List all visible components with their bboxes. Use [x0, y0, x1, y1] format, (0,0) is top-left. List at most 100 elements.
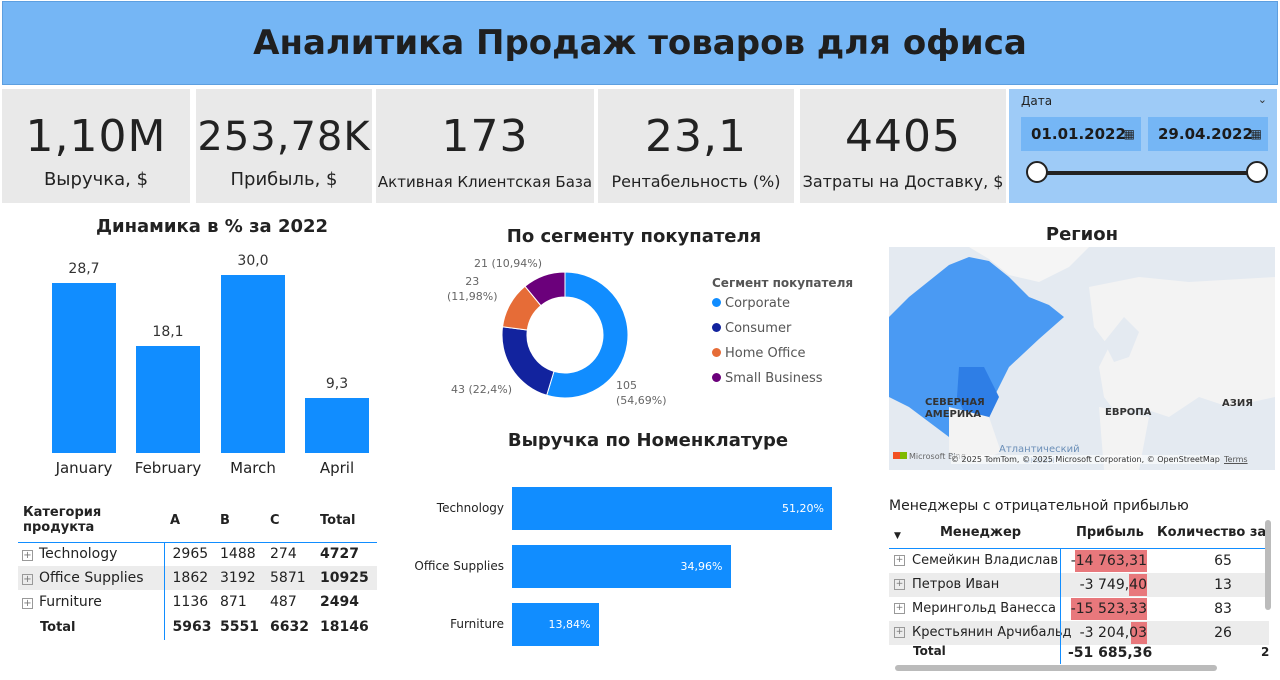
cell-value: 4727 [320, 546, 359, 563]
row-label: Furniture [39, 594, 102, 610]
legend-item[interactable]: Consumer [712, 321, 791, 336]
expand-icon[interactable]: + [22, 550, 33, 562]
date-range-track[interactable] [1037, 171, 1259, 175]
kpi-active-clients[interactable]: 173 Активная Клиентская База [376, 89, 594, 203]
expand-icon[interactable]: + [894, 603, 905, 614]
end-date-input[interactable]: 29.04.2022 ▦ [1148, 117, 1268, 151]
kpi-value: 23,1 [645, 111, 747, 162]
bar-january[interactable] [52, 282, 116, 453]
column-header[interactable]: Total [320, 512, 356, 528]
expand-icon[interactable]: + [894, 579, 905, 590]
data-label: 13,84% [548, 618, 591, 631]
nomenclature-chart-title: Выручка по Номенклатуре [507, 430, 789, 451]
segment-label-corporate: 105 (54,69%) [616, 378, 667, 408]
column-header[interactable]: Количество зака [1157, 525, 1267, 540]
bar-technology[interactable]: 51,20% [512, 487, 832, 530]
cell-value: 487 [270, 594, 297, 610]
negative-bar [1131, 622, 1147, 644]
kpi-delivery-cost[interactable]: 4405 Затраты на Доставку, $ [800, 89, 1006, 203]
legend-title: Сегмент покупателя [712, 276, 854, 290]
table-row[interactable]: + Крестьянин Арчибальд -3 204,03 26 [889, 621, 1269, 645]
date-slicer-label: Дата [1021, 94, 1053, 108]
legend-item[interactable]: Corporate [712, 296, 790, 311]
column-header[interactable]: Менеджер [940, 525, 1022, 540]
expand-icon[interactable]: + [894, 555, 905, 566]
row-label: Total [18, 614, 165, 640]
kpi-profit[interactable]: 253,78K Прибыль, $ [196, 89, 372, 203]
order-count: 65 [1214, 553, 1232, 569]
horizontal-scrollbar[interactable] [895, 665, 1217, 671]
slice-small-business[interactable] [524, 271, 566, 307]
column-header[interactable]: B [220, 512, 230, 528]
profit-value: -14 763,31 [1070, 553, 1147, 569]
legend-item[interactable]: Home Office [712, 346, 805, 361]
cell-value: 6632 [270, 619, 309, 635]
column-header[interactable]: C [270, 512, 280, 528]
bar-march[interactable] [221, 275, 285, 453]
segment-label-consumer: 43 (22,4%) [451, 383, 513, 396]
negative-bar [1074, 550, 1147, 572]
row-label: Office Supplies [39, 570, 144, 586]
page-title: Аналитика Продаж товаров для офиса [253, 23, 1027, 63]
map-label-asia: АЗИЯ [1222, 398, 1253, 409]
vertical-scrollbar[interactable] [1265, 520, 1271, 610]
kpi-value: 4405 [845, 111, 961, 162]
data-label: 9,3 [325, 375, 349, 392]
map-label: СЕВЕРНАЯ [925, 397, 985, 408]
terms-link[interactable]: Terms [1224, 455, 1248, 464]
table-row[interactable]: + Furniture 1136 871 487 2494 [18, 590, 377, 614]
table-row[interactable]: + Мерингольд Ванесса -15 523,33 83 [889, 597, 1269, 621]
legend-item[interactable]: Small Business [712, 371, 823, 386]
calendar-icon[interactable]: ▦ [1250, 127, 1262, 141]
slice-corporate[interactable] [546, 271, 629, 399]
map-label-europe: ЕВРОПА [1105, 407, 1152, 418]
axis-tick-label: Technology [436, 501, 504, 515]
axis-tick-label: April [319, 459, 355, 477]
range-end-handle[interactable] [1246, 161, 1268, 183]
region-title: Регион [1045, 224, 1119, 245]
kpi-value: 253,78K [197, 114, 371, 160]
legend-label: Corporate [725, 296, 790, 311]
calendar-icon[interactable]: ▦ [1123, 127, 1135, 141]
kpi-revenue[interactable]: 1,10M Выручка, $ [2, 89, 190, 203]
table-row[interactable]: + Technology 2965 1488 274 4727 [18, 542, 377, 566]
bar-office-supplies[interactable]: 34,96% [512, 545, 731, 588]
data-label: 23 [465, 275, 480, 288]
order-count: 13 [1214, 577, 1232, 593]
sort-icon[interactable]: ▼ [894, 531, 901, 541]
start-date-input[interactable]: 01.01.2022 ▦ [1021, 117, 1141, 151]
cell-value: 274 [270, 546, 297, 563]
axis-tick-label: January [55, 459, 113, 477]
region-map[interactable]: СЕВЕРНАЯ АМЕРИКА ЕВРОПА АЗИЯ Атлантическ… [889, 247, 1275, 470]
bar-furniture[interactable]: 13,84% [512, 603, 599, 646]
expand-icon[interactable]: + [22, 598, 33, 609]
map-label: АМЕРИКА [925, 409, 982, 420]
kpi-label: Затраты на Доставку, $ [802, 172, 1004, 191]
end-date-value: 29.04.2022 [1158, 125, 1253, 143]
data-label: (54,69%) [616, 394, 667, 407]
table-row[interactable]: + Office Supplies 1862 3192 5871 10925 [18, 566, 377, 590]
cell-value: 871 [220, 594, 247, 610]
cell-value: 10925 [320, 570, 369, 586]
data-label: 28,7 [68, 260, 100, 277]
kpi-profitability[interactable]: 23,1 Рентабельность (%) [598, 89, 794, 203]
order-count: 83 [1214, 601, 1232, 617]
chevron-down-icon[interactable]: ⌄ [1257, 93, 1267, 106]
expand-icon[interactable]: + [22, 574, 33, 585]
data-label: 30,0 [237, 253, 269, 269]
table-row[interactable]: + Семейкин Владислав -14 763,31 65 [889, 549, 1269, 573]
bar-february[interactable] [136, 345, 200, 453]
cell-value: 1862 [172, 570, 209, 586]
table-total-row: Total -51 685,36 2 [889, 642, 1269, 664]
table-row[interactable]: + Петров Иван -3 749,40 13 [889, 573, 1269, 597]
range-start-handle[interactable] [1026, 161, 1048, 183]
expand-icon[interactable]: + [894, 627, 905, 638]
cell-value: 2965 [172, 546, 209, 563]
bar-april[interactable] [305, 397, 369, 453]
column-header[interactable]: Прибыль [1076, 525, 1144, 540]
map-attribution[interactable]: © 2025 TomTom, © 2025 Microsoft Corporat… [951, 455, 1220, 464]
column-header[interactable]: A [170, 512, 181, 528]
kpi-label: Рентабельность (%) [611, 172, 781, 191]
legend-label: Consumer [725, 321, 792, 336]
column-header[interactable]: Категория продукта [23, 505, 102, 535]
